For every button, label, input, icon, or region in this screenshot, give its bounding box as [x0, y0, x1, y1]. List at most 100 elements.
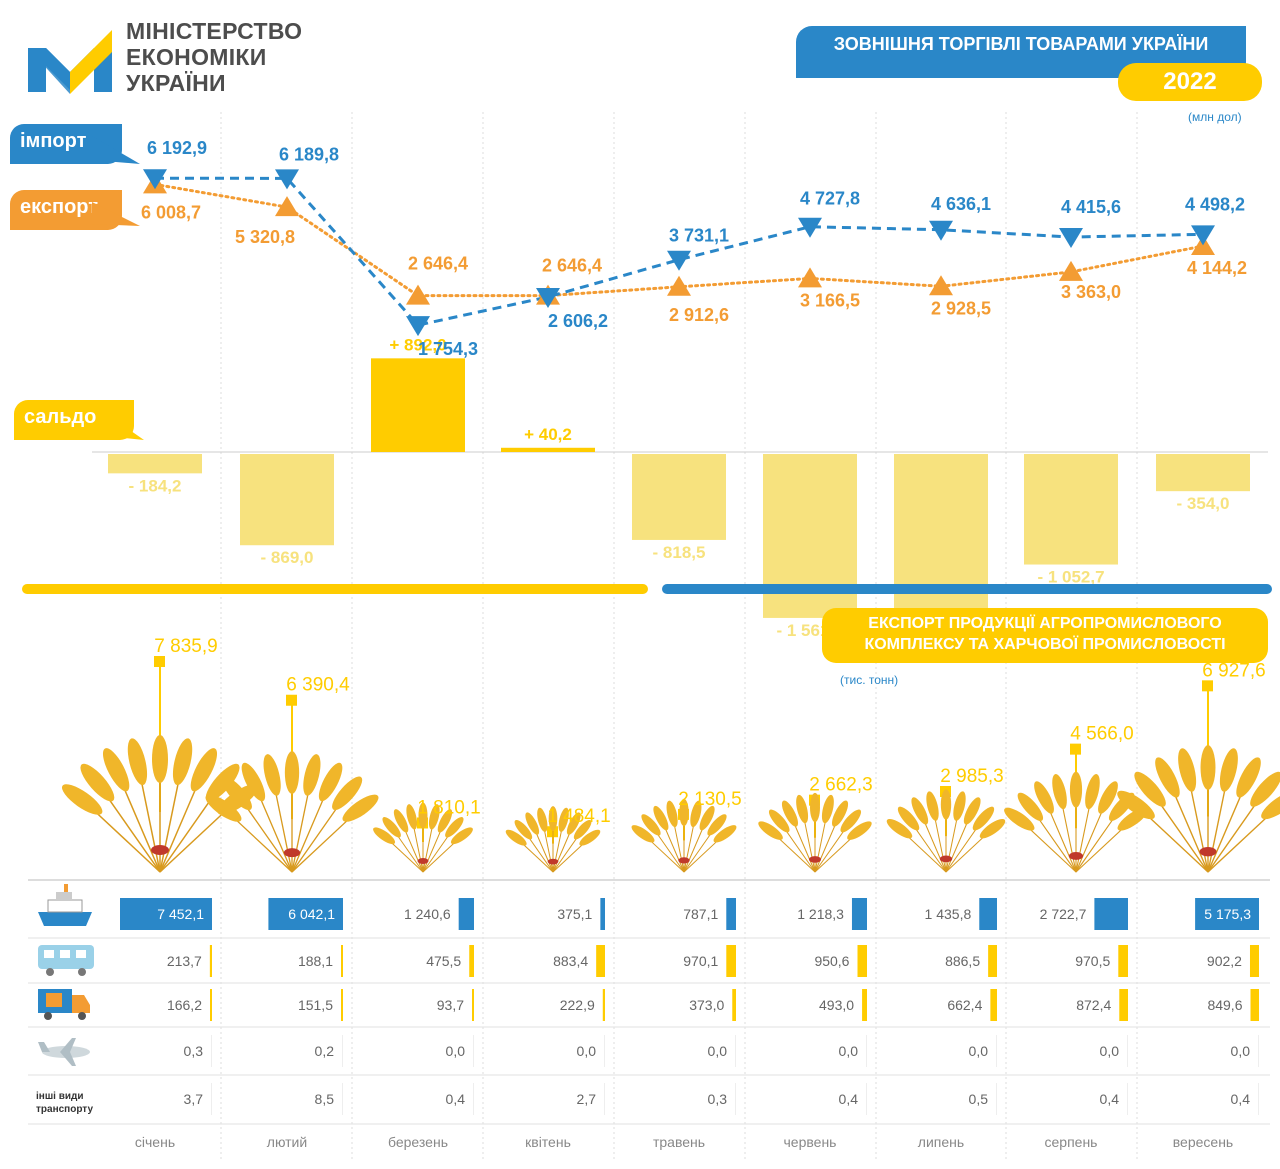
import-value-label: 4 636,1: [931, 194, 991, 214]
transport-value-label: 970,5: [1075, 953, 1110, 969]
transport-value-label: 0,0: [446, 1043, 466, 1059]
transport-value-label: 8,5: [315, 1091, 335, 1107]
balance-bar: [894, 454, 988, 633]
balance-value-label: - 818,5: [653, 543, 706, 562]
transport-value-label: 3,7: [184, 1091, 204, 1107]
transport-value-label: 475,5: [426, 953, 461, 969]
transport-value-label: 5 175,3: [1204, 906, 1251, 922]
transport-bar: [604, 1083, 605, 1115]
transport-bar: [600, 898, 605, 930]
train-wheel: [46, 968, 54, 976]
transport-bar: [735, 1083, 736, 1115]
ship-bridge: [56, 892, 72, 900]
import-tag-tail: [92, 136, 140, 164]
transport-bar: [1258, 1035, 1259, 1067]
wheat-ear: [941, 789, 951, 819]
agro-value-label: 6 390,4: [286, 675, 350, 696]
transport-bar: [596, 945, 605, 977]
transport-bar: [1094, 898, 1128, 930]
transport-bar: [1119, 989, 1128, 1021]
wheat-bunch-icon: [756, 793, 874, 872]
transport-bar: [342, 1035, 343, 1067]
transport-value-label: 213,7: [167, 953, 202, 969]
import-value-label: 4 415,6: [1061, 197, 1121, 217]
month-label: серпень: [1045, 1134, 1098, 1150]
transport-value-label: 0,0: [708, 1043, 728, 1059]
transport-value-label: 0,4: [1231, 1091, 1251, 1107]
agro-value-label: 2 130,5: [678, 789, 741, 810]
wheat-ribbon: [151, 845, 169, 855]
transport-bar: [866, 1035, 867, 1067]
transport-value-label: 375,1: [557, 906, 592, 922]
import-point: [406, 316, 430, 336]
transport-value-label: 93,7: [437, 997, 464, 1013]
train-wheel: [78, 968, 86, 976]
transport-value-label: 6 042,1: [288, 906, 335, 922]
transport-value-label: 787,1: [683, 906, 718, 922]
balance-value-label: + 40,2: [524, 425, 572, 444]
agro-title: ЕКСПОРТ ПРОДУКЦІЇ АГРОПРОМИСЛОВОГО КОМПЛ…: [822, 608, 1268, 663]
balance-bar: [1156, 454, 1250, 491]
agro-value-label: 2 662,3: [809, 775, 872, 796]
transport-bar: [862, 989, 867, 1021]
month-label: березень: [388, 1134, 448, 1150]
import-value-label: 4 727,8: [800, 189, 860, 209]
transport-bar: [726, 898, 736, 930]
month-label: липень: [918, 1134, 964, 1150]
ship-hull: [38, 912, 92, 926]
divider-yellow: [22, 584, 648, 594]
wheat-ribbon: [678, 857, 689, 863]
transport-bar: [1127, 1083, 1128, 1115]
wheat-ribbon: [940, 855, 952, 862]
truck-icon: [38, 989, 90, 1020]
transport-value-label: 0,5: [969, 1091, 989, 1107]
import-point: [1059, 228, 1083, 248]
balance-bar: [240, 454, 334, 545]
transport-bar: [732, 989, 736, 1021]
transport-value-label: 1 240,6: [404, 906, 451, 922]
train-window: [60, 950, 70, 958]
transport-value-label: 151,5: [298, 997, 333, 1013]
month-label: лютий: [267, 1134, 307, 1150]
transport-bar: [1251, 989, 1259, 1021]
transport-bar: [211, 1035, 212, 1067]
transport-bar: [996, 1035, 997, 1067]
balance-bar: [632, 454, 726, 540]
export-value-label: 6 008,7: [141, 202, 201, 222]
transport-bar: [857, 945, 867, 977]
transport-value-label: 0,0: [577, 1043, 597, 1059]
transport-value-label: 166,2: [167, 997, 202, 1013]
import-value-label: 1 754,3: [418, 339, 478, 359]
transport-value-label: 493,0: [819, 997, 854, 1013]
export-value-label: 2 928,5: [931, 298, 991, 318]
ship-icon: [38, 884, 92, 926]
transport-value-label: 0,4: [1100, 1091, 1120, 1107]
wheat-value-marker: [1070, 744, 1081, 755]
plane-icon: [38, 1038, 90, 1066]
transport-value-label: 222,9: [560, 997, 595, 1013]
transport-bar: [866, 1083, 867, 1115]
wheat-ribbon: [1200, 847, 1217, 856]
month-label: вересень: [1173, 1134, 1233, 1150]
wheat-value-marker: [154, 656, 165, 667]
transport-value-label: 2,7: [577, 1091, 597, 1107]
transport-bar: [979, 898, 997, 930]
transport-bar: [469, 945, 474, 977]
export-value-label: 3 363,0: [1061, 282, 1121, 302]
other-transport-label-1: інші види: [36, 1090, 93, 1103]
transport-value-label: 0,0: [1100, 1043, 1120, 1059]
import-value-label: 3 731,1: [669, 226, 729, 246]
transport-value-label: 970,1: [683, 953, 718, 969]
transport-bar: [1258, 1083, 1259, 1115]
transport-bar: [341, 989, 343, 1021]
wheat-ribbon: [1069, 852, 1083, 860]
agro-value-label: 2 985,3: [940, 766, 1003, 787]
wheat-ear: [810, 793, 820, 822]
export-tag-tail: [92, 202, 140, 226]
divider-blue: [662, 584, 1272, 594]
transport-bar: [459, 898, 474, 930]
ship-funnel: [64, 884, 68, 892]
transport-bar: [604, 1035, 605, 1067]
transport-bar: [342, 1083, 343, 1115]
